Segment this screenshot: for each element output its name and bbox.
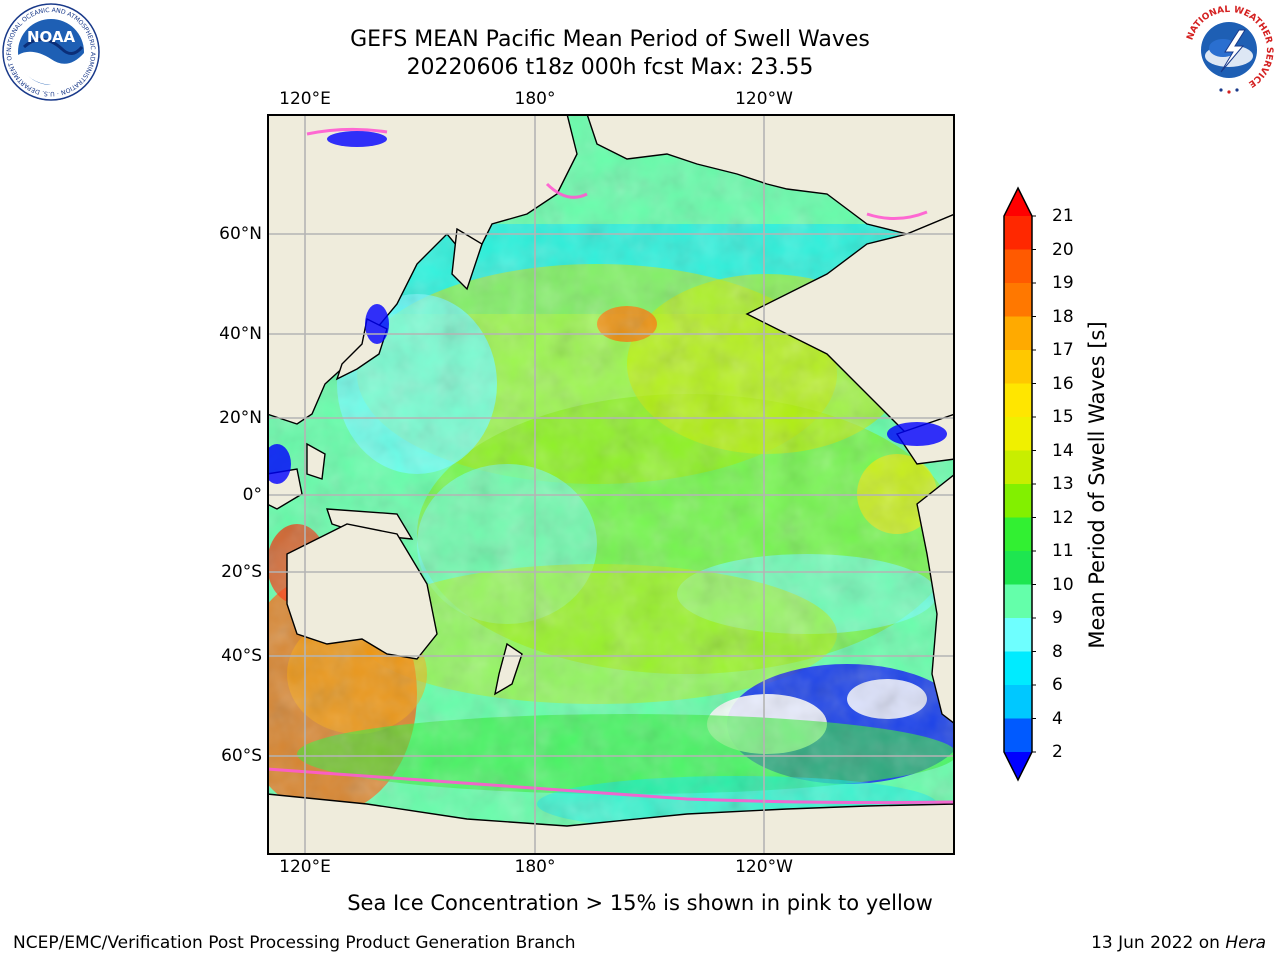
colorbar-tick-label: 8 [1052, 641, 1063, 662]
map-frame [267, 114, 955, 855]
lon-label-bottom-120e: 120°E [279, 857, 331, 877]
colorbar-band [1004, 618, 1032, 652]
chart-title: GEFS MEAN Pacific Mean Period of Swell W… [350, 27, 870, 52]
sea-ice-note: Sea Ice Concentration > 15% is shown in … [347, 891, 933, 915]
lon-label-bottom-120w: 120°W [735, 857, 793, 877]
colorbar-max-extend [1004, 188, 1032, 216]
colorbar-tick-label: 18 [1052, 306, 1074, 327]
footer-credit: NCEP/EMC/Verification Post Processing Pr… [13, 933, 576, 953]
land-masses [267, 114, 955, 855]
colorbar-band [1004, 651, 1032, 686]
graticule [267, 114, 955, 855]
footer-host: Hera [1225, 933, 1266, 953]
map-panel [267, 114, 955, 855]
colorbar-tick-label: 12 [1052, 507, 1074, 528]
colorbar-band [1004, 685, 1032, 719]
colorbar-tick-label: 17 [1052, 340, 1074, 360]
colorbar-tick-label: 20 [1052, 239, 1074, 260]
nws-logo: NATIONAL WEATHER SERVICE [1181, 2, 1277, 98]
colorbar-band [1004, 417, 1032, 451]
footer-date-text: 13 Jun 2022 on [1091, 933, 1226, 953]
colorbar-tick-label: 11 [1052, 541, 1074, 561]
colorbar-tick-label: 13 [1052, 474, 1074, 494]
colorbar-label: Mean Period of Swell Waves [s] [1085, 321, 1109, 649]
colorbar-band [1004, 383, 1032, 418]
lon-label-top-120e: 120°E [279, 89, 331, 109]
short-period-patches [267, 131, 947, 484]
colorbar-tick-label: 9 [1052, 608, 1063, 628]
colorbar-tick-label: 6 [1052, 675, 1063, 695]
lat-label-20s: 20°S [221, 562, 262, 582]
lat-label-equator: 0° [242, 485, 262, 505]
lat-label-40n: 40°N [219, 324, 262, 344]
colorbar-band [1004, 350, 1032, 384]
colorbar-tick-label: 16 [1052, 373, 1074, 394]
colorbar-band [1004, 216, 1032, 250]
lat-label-40s: 40°S [221, 646, 262, 666]
lon-label-bottom-180: 180° [514, 857, 556, 877]
noaa-logo: NATIONAL OCEANIC AND ATMOSPHERIC ADMINIS… [2, 3, 100, 101]
lat-label-60s: 60°S [221, 746, 262, 766]
colorbar-band [1004, 283, 1032, 317]
colorbar-tick-label: 4 [1052, 708, 1063, 729]
colorbar-tick-label: 2 [1052, 742, 1063, 762]
colorbar-tick-label: 15 [1052, 407, 1074, 427]
colorbar-band [1004, 249, 1032, 284]
lat-label-20n: 20°N [219, 408, 262, 428]
footer-date: 13 Jun 2022 on Hera [1091, 933, 1266, 953]
lon-label-top-120w: 120°W [735, 89, 793, 109]
colorbar [1000, 186, 1037, 782]
colorbar-band [1004, 450, 1032, 485]
noaa-logo-text: NOAA [27, 28, 76, 46]
colorbar-band [1004, 484, 1032, 518]
colorbar-band [1004, 718, 1032, 753]
colorbar-min-extend [1004, 752, 1032, 780]
colorbar-tick-label: 19 [1052, 273, 1074, 293]
colorbar-tick-label: 21 [1052, 206, 1074, 226]
colorbar-band [1004, 551, 1032, 585]
colorbar-band [1004, 517, 1032, 552]
lon-label-top-180: 180° [514, 89, 556, 109]
colorbar-band [1004, 584, 1032, 619]
sea-ice-edges [267, 127, 955, 805]
chart-subtitle: 20220606 t18z 000h fcst Max: 23.55 [406, 55, 814, 80]
colorbar-tick-label: 10 [1052, 574, 1074, 595]
lat-label-60n: 60°N [219, 224, 262, 244]
colorbar-band [1004, 316, 1032, 351]
colorbar-tick-label: 14 [1052, 440, 1074, 461]
